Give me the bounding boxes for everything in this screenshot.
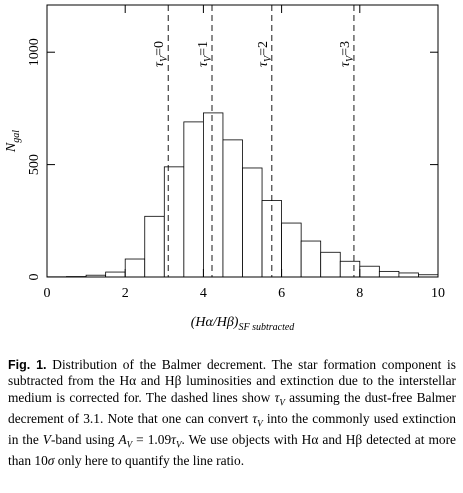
line-label-symbol: τ <box>196 61 211 67</box>
line-label-sub: V <box>203 54 214 62</box>
bar <box>281 222 302 278</box>
caption-math: σ <box>48 453 55 468</box>
axes-frame <box>46 4 439 278</box>
caption-math-sub: V <box>279 397 285 408</box>
caption-math-symbol: τ <box>171 431 176 447</box>
y-axis-label-main: N <box>4 142 19 153</box>
y-tick-label: 0 <box>27 274 42 281</box>
caption-math: V <box>43 432 51 447</box>
bar <box>222 139 243 278</box>
line-label-text: =0 <box>152 41 167 56</box>
x-tick-label: 10 <box>431 286 445 301</box>
bar <box>163 166 185 278</box>
bar <box>300 240 322 278</box>
caption: Fig. 1. Distribution of the Balmer decre… <box>8 357 456 469</box>
bar <box>242 167 263 278</box>
line-label-sub: V <box>345 54 356 62</box>
x-tick-label: 0 <box>44 286 51 301</box>
line-label-text: =2 <box>256 41 271 56</box>
caption-label: Fig. 1. <box>8 358 47 372</box>
caption-math-sub: V <box>257 418 263 429</box>
caption-math-sub: V <box>175 439 182 450</box>
bar <box>124 258 146 278</box>
bar <box>398 272 419 278</box>
x-tick-label: 6 <box>278 286 285 301</box>
bar <box>378 270 400 278</box>
x-axis-label: (Hα/Hβ)SF subtracted <box>191 315 296 333</box>
caption-text: -band using <box>50 431 119 447</box>
bar <box>183 121 204 278</box>
line-label-symbol: τ <box>338 61 353 67</box>
caption-math-sub: V <box>126 439 133 450</box>
y-tick-label: 500 <box>27 154 42 175</box>
caption-text: Distribution of the Balmer decrement. Th… <box>8 357 456 405</box>
caption-math: τV <box>274 389 285 408</box>
x-axis-label-sub: SF subtracted <box>238 322 295 333</box>
caption-text: into the commonly used extinction in the <box>8 410 456 447</box>
caption-text: assuming the dust-free Balmer decrement … <box>8 389 456 426</box>
caption-math-symbol: V <box>42 431 51 447</box>
bar <box>320 251 341 278</box>
caption-math: τV <box>171 431 182 450</box>
line-label-text: =3 <box>338 41 353 56</box>
x-tick-label: 4 <box>200 286 207 301</box>
line-label: τV=3 <box>338 41 356 67</box>
bar <box>359 265 380 278</box>
y-tick-label: 1000 <box>27 38 42 66</box>
caption-math-symbol: σ <box>47 452 55 468</box>
caption-math: AV <box>118 431 133 450</box>
caption-math: τV <box>252 410 263 429</box>
caption-text: only here to quantify the line ratio. <box>54 452 245 468</box>
caption-text: = 1.09 <box>132 431 172 447</box>
bar <box>202 112 224 278</box>
line-label-symbol: τ <box>256 61 271 67</box>
bar <box>144 215 165 278</box>
bar <box>105 271 126 278</box>
line-label-sub: V <box>159 54 170 62</box>
caption-math-symbol: A <box>118 431 127 447</box>
line-label-text: =1 <box>196 41 211 56</box>
caption-text: . We use objects with Hα and Hβ detected… <box>8 431 456 468</box>
caption-math-symbol: τ <box>252 410 258 426</box>
line-label: τV=2 <box>256 41 274 67</box>
y-axis-label: Ngal <box>4 130 22 153</box>
bar <box>339 260 361 278</box>
line-label: τV=1 <box>196 41 214 67</box>
line-label-sub: V <box>263 54 274 62</box>
x-tick-label: 8 <box>356 286 363 301</box>
x-axis-label-main: (Hα/Hβ) <box>191 315 239 330</box>
x-tick-label: 2 <box>122 286 129 301</box>
line-label-symbol: τ <box>152 61 167 67</box>
caption-math-symbol: τ <box>274 389 280 405</box>
y-axis-label-sub: gal <box>11 130 22 143</box>
line-label: τV=0 <box>152 41 170 67</box>
